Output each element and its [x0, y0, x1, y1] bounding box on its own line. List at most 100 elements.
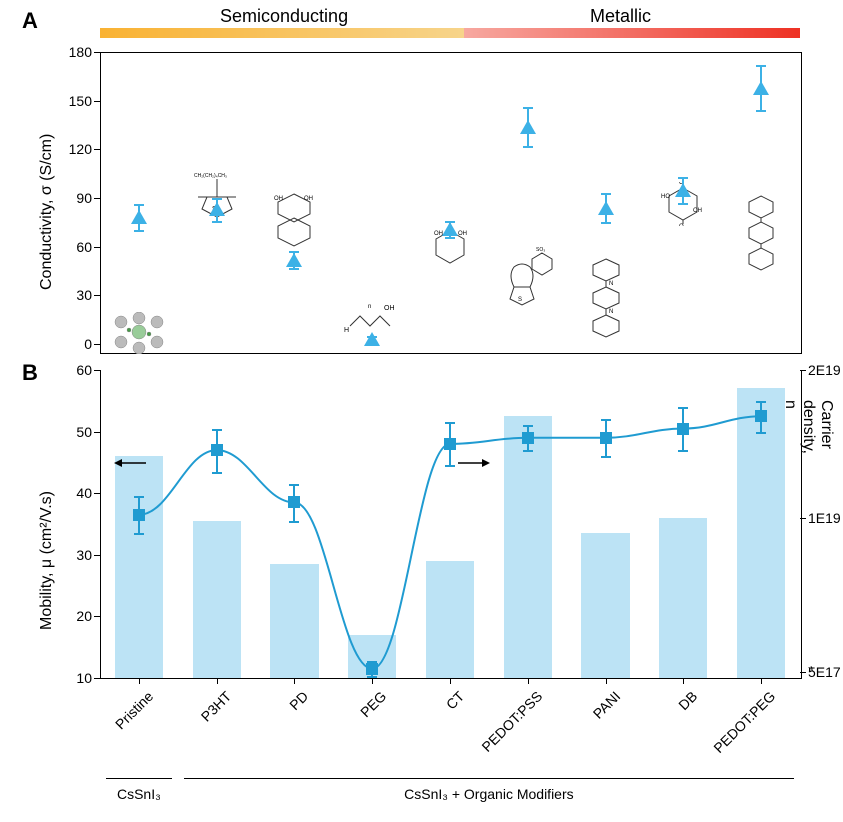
panel-a-ytick-label: 60: [58, 239, 92, 255]
density-marker: [522, 432, 534, 444]
mobility-bar: [115, 456, 163, 678]
density-marker: [366, 663, 378, 675]
density-errorcap: [134, 533, 144, 535]
density-errorcap: [212, 472, 222, 474]
panel-a-ytick-label: 150: [58, 93, 92, 109]
panel-b-ytick-right: [800, 518, 806, 519]
phase-bar-metallic: [464, 28, 800, 38]
svg-text:OH: OH: [274, 196, 283, 202]
panel-a-marker: [675, 183, 691, 197]
phase-label-metallic: Metallic: [590, 6, 651, 27]
panel-a-errorcap: [678, 203, 688, 205]
panel-b-xtick: [450, 678, 451, 684]
panel-a-ytick: [94, 198, 100, 199]
panel-a-errorcap: [756, 65, 766, 67]
annotation-text: CsSnI₃: [106, 786, 171, 802]
panel-b-ytick-left-label: 30: [62, 547, 92, 563]
panel-a-marker: [442, 222, 458, 236]
panel-b-ytick-left: [94, 616, 100, 617]
panel-b-ytick-left-label: 20: [62, 608, 92, 624]
molecule-hint: [105, 312, 173, 357]
panel-a-errorcap: [134, 204, 144, 206]
panel-b-xtick: [683, 678, 684, 684]
panel-a-marker: [753, 81, 769, 95]
panel-a-errorcap: [212, 221, 222, 223]
density-marker: [444, 438, 456, 450]
panel-a-marker: [364, 332, 380, 346]
panel-b-ytick-right: [800, 370, 806, 371]
svg-text:HO: HO: [661, 194, 670, 200]
molecule-hint: [727, 192, 795, 295]
panel-a-marker: [209, 202, 225, 216]
panel-a-ytick: [94, 101, 100, 102]
panel-a-ytick: [94, 295, 100, 296]
left-axis-arrow: [112, 456, 148, 475]
molecule-hint: NN: [572, 257, 640, 350]
category-label: PANI: [537, 688, 623, 774]
panel-a-marker: [520, 120, 536, 134]
mobility-bar: [193, 521, 241, 678]
panel-a-ytick: [94, 247, 100, 248]
density-marker: [211, 444, 223, 456]
panel-b-ytick-left: [94, 555, 100, 556]
panel-a-ytick-label: 180: [58, 44, 92, 60]
mobility-bar: [659, 518, 707, 678]
panel-b-xtick: [528, 678, 529, 684]
svg-text:OH: OH: [384, 305, 395, 312]
panel-b-label: B: [22, 360, 38, 386]
panel-b-xtick: [606, 678, 607, 684]
density-errorcap: [445, 465, 455, 467]
density-errorcap: [289, 484, 299, 486]
svg-text:SO₃: SO₃: [536, 247, 545, 253]
density-errorcap: [523, 425, 533, 427]
panel-a-ylabel: Conductivity, σ (S/cm): [38, 134, 56, 290]
panel-b-ytick-left-label: 10: [62, 670, 92, 686]
phase-label-semiconducting: Semiconducting: [220, 6, 348, 27]
density-marker: [755, 410, 767, 422]
right-axis-arrow: [456, 456, 492, 475]
panel-a-ytick-label: 90: [58, 190, 92, 206]
density-errorcap: [756, 432, 766, 434]
panel-b-ytick-left: [94, 678, 100, 679]
panel-b-xtick: [372, 678, 373, 684]
density-errorcap: [523, 450, 533, 452]
density-errorcap: [445, 422, 455, 424]
mobility-bar: [426, 561, 474, 678]
density-marker: [677, 423, 689, 435]
panel-b-ylabel-left: Mobility, μ (cm²/V.s): [38, 491, 56, 630]
svg-text:n: n: [368, 304, 371, 310]
density-marker: [288, 496, 300, 508]
panel-b-xtick: [139, 678, 140, 684]
density-errorcap: [212, 429, 222, 431]
panel-b-xtick: [761, 678, 762, 684]
svg-text:S: S: [518, 297, 522, 303]
panel-a-errorcap: [289, 268, 299, 270]
panel-a-ytick: [94, 149, 100, 150]
panel-b-ytick-left-label: 40: [62, 485, 92, 501]
panel-a-marker: [286, 253, 302, 267]
category-label: PEDOT:PSS: [459, 688, 545, 774]
category-label: PEDOT:PEG: [692, 688, 778, 774]
panel-a-errorcap: [445, 237, 455, 239]
panel-a-marker: [598, 201, 614, 215]
panel-b-ytick-right-label: 1E19: [808, 510, 843, 526]
category-label: Pristine: [70, 688, 156, 774]
category-label: P3HT: [148, 688, 234, 774]
category-label: PEG: [303, 688, 389, 774]
density-errorcap: [289, 521, 299, 523]
category-label: CT: [381, 688, 467, 774]
panel-a-ytick: [94, 344, 100, 345]
annotation-text: CsSnI₃ + Organic Modifiers: [184, 786, 794, 802]
panel-a-errorcap: [756, 110, 766, 112]
annotation-line: [184, 778, 794, 779]
panel-b-xtick: [294, 678, 295, 684]
panel-b-ytick-left-label: 50: [62, 424, 92, 440]
annotation-line: [106, 778, 171, 779]
panel-a-label: A: [22, 8, 38, 34]
panel-b-xtick: [217, 678, 218, 684]
category-label: DB: [614, 688, 700, 774]
panel-a-marker: [131, 210, 147, 224]
mobility-bar: [581, 533, 629, 678]
svg-text:OH: OH: [304, 196, 313, 202]
density-errorcap: [678, 450, 688, 452]
